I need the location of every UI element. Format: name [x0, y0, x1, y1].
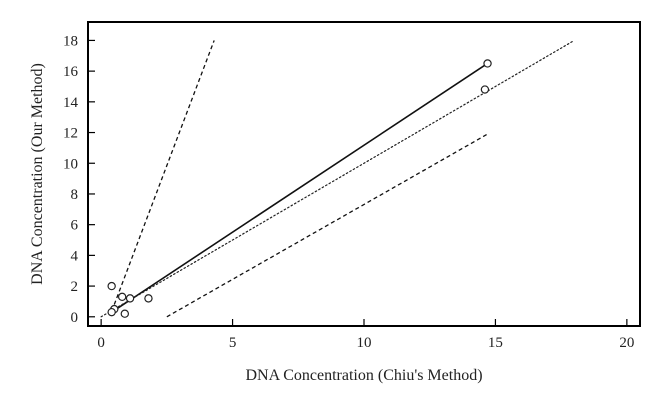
- x-tick-label-4: 20: [619, 335, 634, 351]
- y-tick-label-0: 0: [71, 310, 79, 326]
- lower-bound-line: [166, 133, 488, 318]
- data-point-3: [117, 292, 127, 302]
- x-tick-label-0: 0: [97, 335, 105, 351]
- x-axis-label: DNA Concentration (Chiu's Method): [245, 367, 482, 384]
- data-point-7: [480, 85, 490, 94]
- regression-line: [111, 62, 488, 313]
- plot-frame: [87, 21, 641, 327]
- reference-lines: [100, 39, 575, 318]
- y-tick-label-1: 2: [71, 279, 79, 295]
- x-tick-label-2: 10: [357, 335, 372, 351]
- y-axis-label: DNA Concentration (Our Method): [29, 63, 46, 285]
- x-tick-label-1: 5: [229, 335, 237, 351]
- data-point-8: [483, 59, 492, 68]
- y-tick-label-6: 12: [63, 126, 78, 142]
- y-tick-label-3: 6: [71, 218, 79, 234]
- data-points: [107, 59, 492, 318]
- identity-line: [100, 39, 575, 318]
- x-axis-ticks: 0 5 10 15 20: [97, 319, 634, 351]
- y-axis-ticks: 0 2 4 6 8 10 12 14 16 18: [63, 33, 95, 326]
- y-tick-label-5: 10: [63, 156, 78, 172]
- y-tick-label-4: 8: [71, 187, 79, 203]
- data-point-5: [125, 294, 135, 303]
- data-point-0: [107, 281, 116, 291]
- y-tick-label-7: 14: [63, 95, 79, 111]
- x-tick-label-3: 15: [488, 335, 503, 351]
- y-tick-label-9: 18: [63, 33, 78, 49]
- y-tick-label-8: 16: [63, 64, 79, 80]
- data-point-2: [107, 307, 116, 317]
- upper-bound-line: [113, 40, 215, 305]
- data-point-4: [120, 309, 130, 318]
- y-tick-label-2: 4: [71, 248, 79, 264]
- data-point-6: [144, 294, 153, 303]
